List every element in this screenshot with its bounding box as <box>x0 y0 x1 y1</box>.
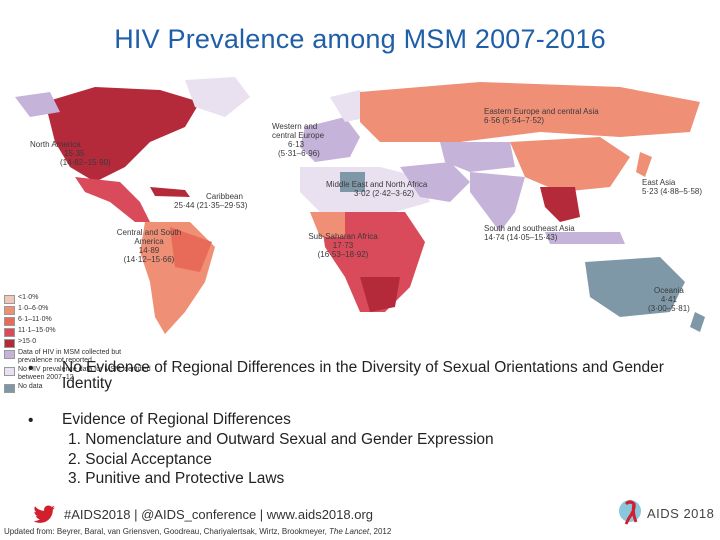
world-map-svg <box>0 72 720 340</box>
western-europe-shape <box>300 117 360 162</box>
china-shape <box>510 137 630 192</box>
legend-row: 11·1–15·0% <box>4 327 154 337</box>
legend-swatch <box>4 328 15 337</box>
sub-saharan-africa-label: Sub-Saharan Africa 17·73 (16·53–18·92) <box>308 232 378 259</box>
southeast-asia-shape <box>540 187 580 222</box>
legend-label: No data <box>18 383 43 390</box>
middle-east-shape <box>400 162 470 202</box>
east-asia-label: East Asia 5·23 (4·88–5·58) <box>642 178 703 196</box>
bullet-text: Evidence of Regional Differences <box>62 411 291 428</box>
greenland-shape <box>185 77 250 117</box>
bullet-item: • Evidence of Regional Differences <box>28 412 688 430</box>
legend-swatch <box>4 367 15 376</box>
legend-label: <1·0% <box>18 294 39 301</box>
bullet-marker: • <box>28 360 34 377</box>
sub-item: 2. Social Acceptance <box>68 450 212 468</box>
oceania-label: Oceania 4·41 (3·00–5·81) <box>648 286 690 313</box>
north-america-label: North America 15·35 (14·82–15·90) <box>30 140 111 167</box>
legend-row: 6·1–11·0% <box>4 316 154 326</box>
legend-swatch <box>4 350 15 359</box>
caribbean-label: Caribbean 25·44 (21·35–29·53) <box>174 192 248 210</box>
legend-label: 11·1–15·0% <box>18 327 56 334</box>
legend-swatch <box>4 384 15 393</box>
legend-swatch <box>4 306 15 315</box>
north-america-shape <box>45 87 200 182</box>
legend-swatch <box>4 295 15 304</box>
western-central-europe-label: Western and central Europe 6·13 (5·31–6·… <box>272 122 325 158</box>
citation: Updated from: Beyrer, Baral, van Griensv… <box>4 527 392 536</box>
south-southeast-asia-label: South and southeast Asia 14·74 (14·05–15… <box>484 224 575 242</box>
legend-label: 1·0–6·0% <box>18 305 49 312</box>
australia-shape <box>585 257 685 317</box>
japan-shape <box>636 152 652 177</box>
legend-label: No HIV prevalence data for MSM identifie… <box>18 366 151 381</box>
footer-links: #AIDS2018 | @AIDS_conference | www.aids2… <box>64 506 374 522</box>
middle-east-north-africa-label: Middle East and North Africa 3·02 (2·42–… <box>326 180 428 198</box>
new-zealand-shape <box>690 312 705 332</box>
central-south-america-label: Central and South America 14·89 (14·12–1… <box>116 228 182 264</box>
bullet-list: • No Evidence of Regional Differences in… <box>28 360 688 489</box>
world-map: North America 15·35 (14·82–15·90) Caribb… <box>0 72 720 393</box>
indonesia-shape <box>545 232 625 244</box>
map-legend: <1·0% 1·0–6·0% 6·1–11·0% 11·1–15·0% >15·0 Dat… <box>4 294 154 394</box>
west-africa-shape <box>310 212 345 237</box>
legend-swatch <box>4 317 15 326</box>
legend-row: >15·0 <box>4 338 154 348</box>
legend-row: No data <box>4 383 154 393</box>
page-title: HIV Prevalence among MSM 2007-2016 <box>114 24 606 54</box>
legend-row: <1·0% <box>4 294 154 304</box>
arctic-shape <box>15 92 60 117</box>
bullet-marker: • <box>28 412 34 429</box>
bullet-text: No Evidence of Regional Differences in t… <box>62 359 664 392</box>
subsaharan-africa-shape <box>320 212 425 312</box>
legend-label: Data of HIV in MSM collected but prevale… <box>18 349 122 364</box>
mena-nodata-shape <box>340 172 365 192</box>
legend-swatch <box>4 339 15 348</box>
legend-row: Data of HIV in MSM collected but prevale… <box>4 349 154 365</box>
sub-item: 1. Nomenclature and Outward Sexual and G… <box>68 431 494 448</box>
legend-row: 1·0–6·0% <box>4 305 154 315</box>
bullet-item: • No Evidence of Regional Differences in… <box>28 360 688 392</box>
eastern-europe-central-asia-label: Eastern Europe and central Asia 6·56 (5·… <box>484 107 599 125</box>
southern-africa-shape <box>360 277 400 312</box>
sub-item: 3. Punitive and Protective Laws <box>68 470 285 487</box>
russia-shape <box>360 82 700 142</box>
legend-row: No HIV prevalence data for MSM identifie… <box>4 366 154 382</box>
legend-label: 6·1–11·0% <box>18 316 52 323</box>
aids-ribbon-icon <box>619 500 641 525</box>
india-shape <box>470 172 525 232</box>
central-america-shape <box>75 177 150 222</box>
central-asia-shape <box>440 142 515 172</box>
aids2018-logo: AIDS 2018 <box>617 498 714 528</box>
footer: #AIDS2018 | @AIDS_conference | www.aids2… <box>34 505 373 523</box>
twitter-bird-icon <box>34 505 55 523</box>
brazil-shape <box>170 227 212 272</box>
legend-label: >15·0 <box>18 338 37 345</box>
caribbean-shape <box>150 187 190 197</box>
